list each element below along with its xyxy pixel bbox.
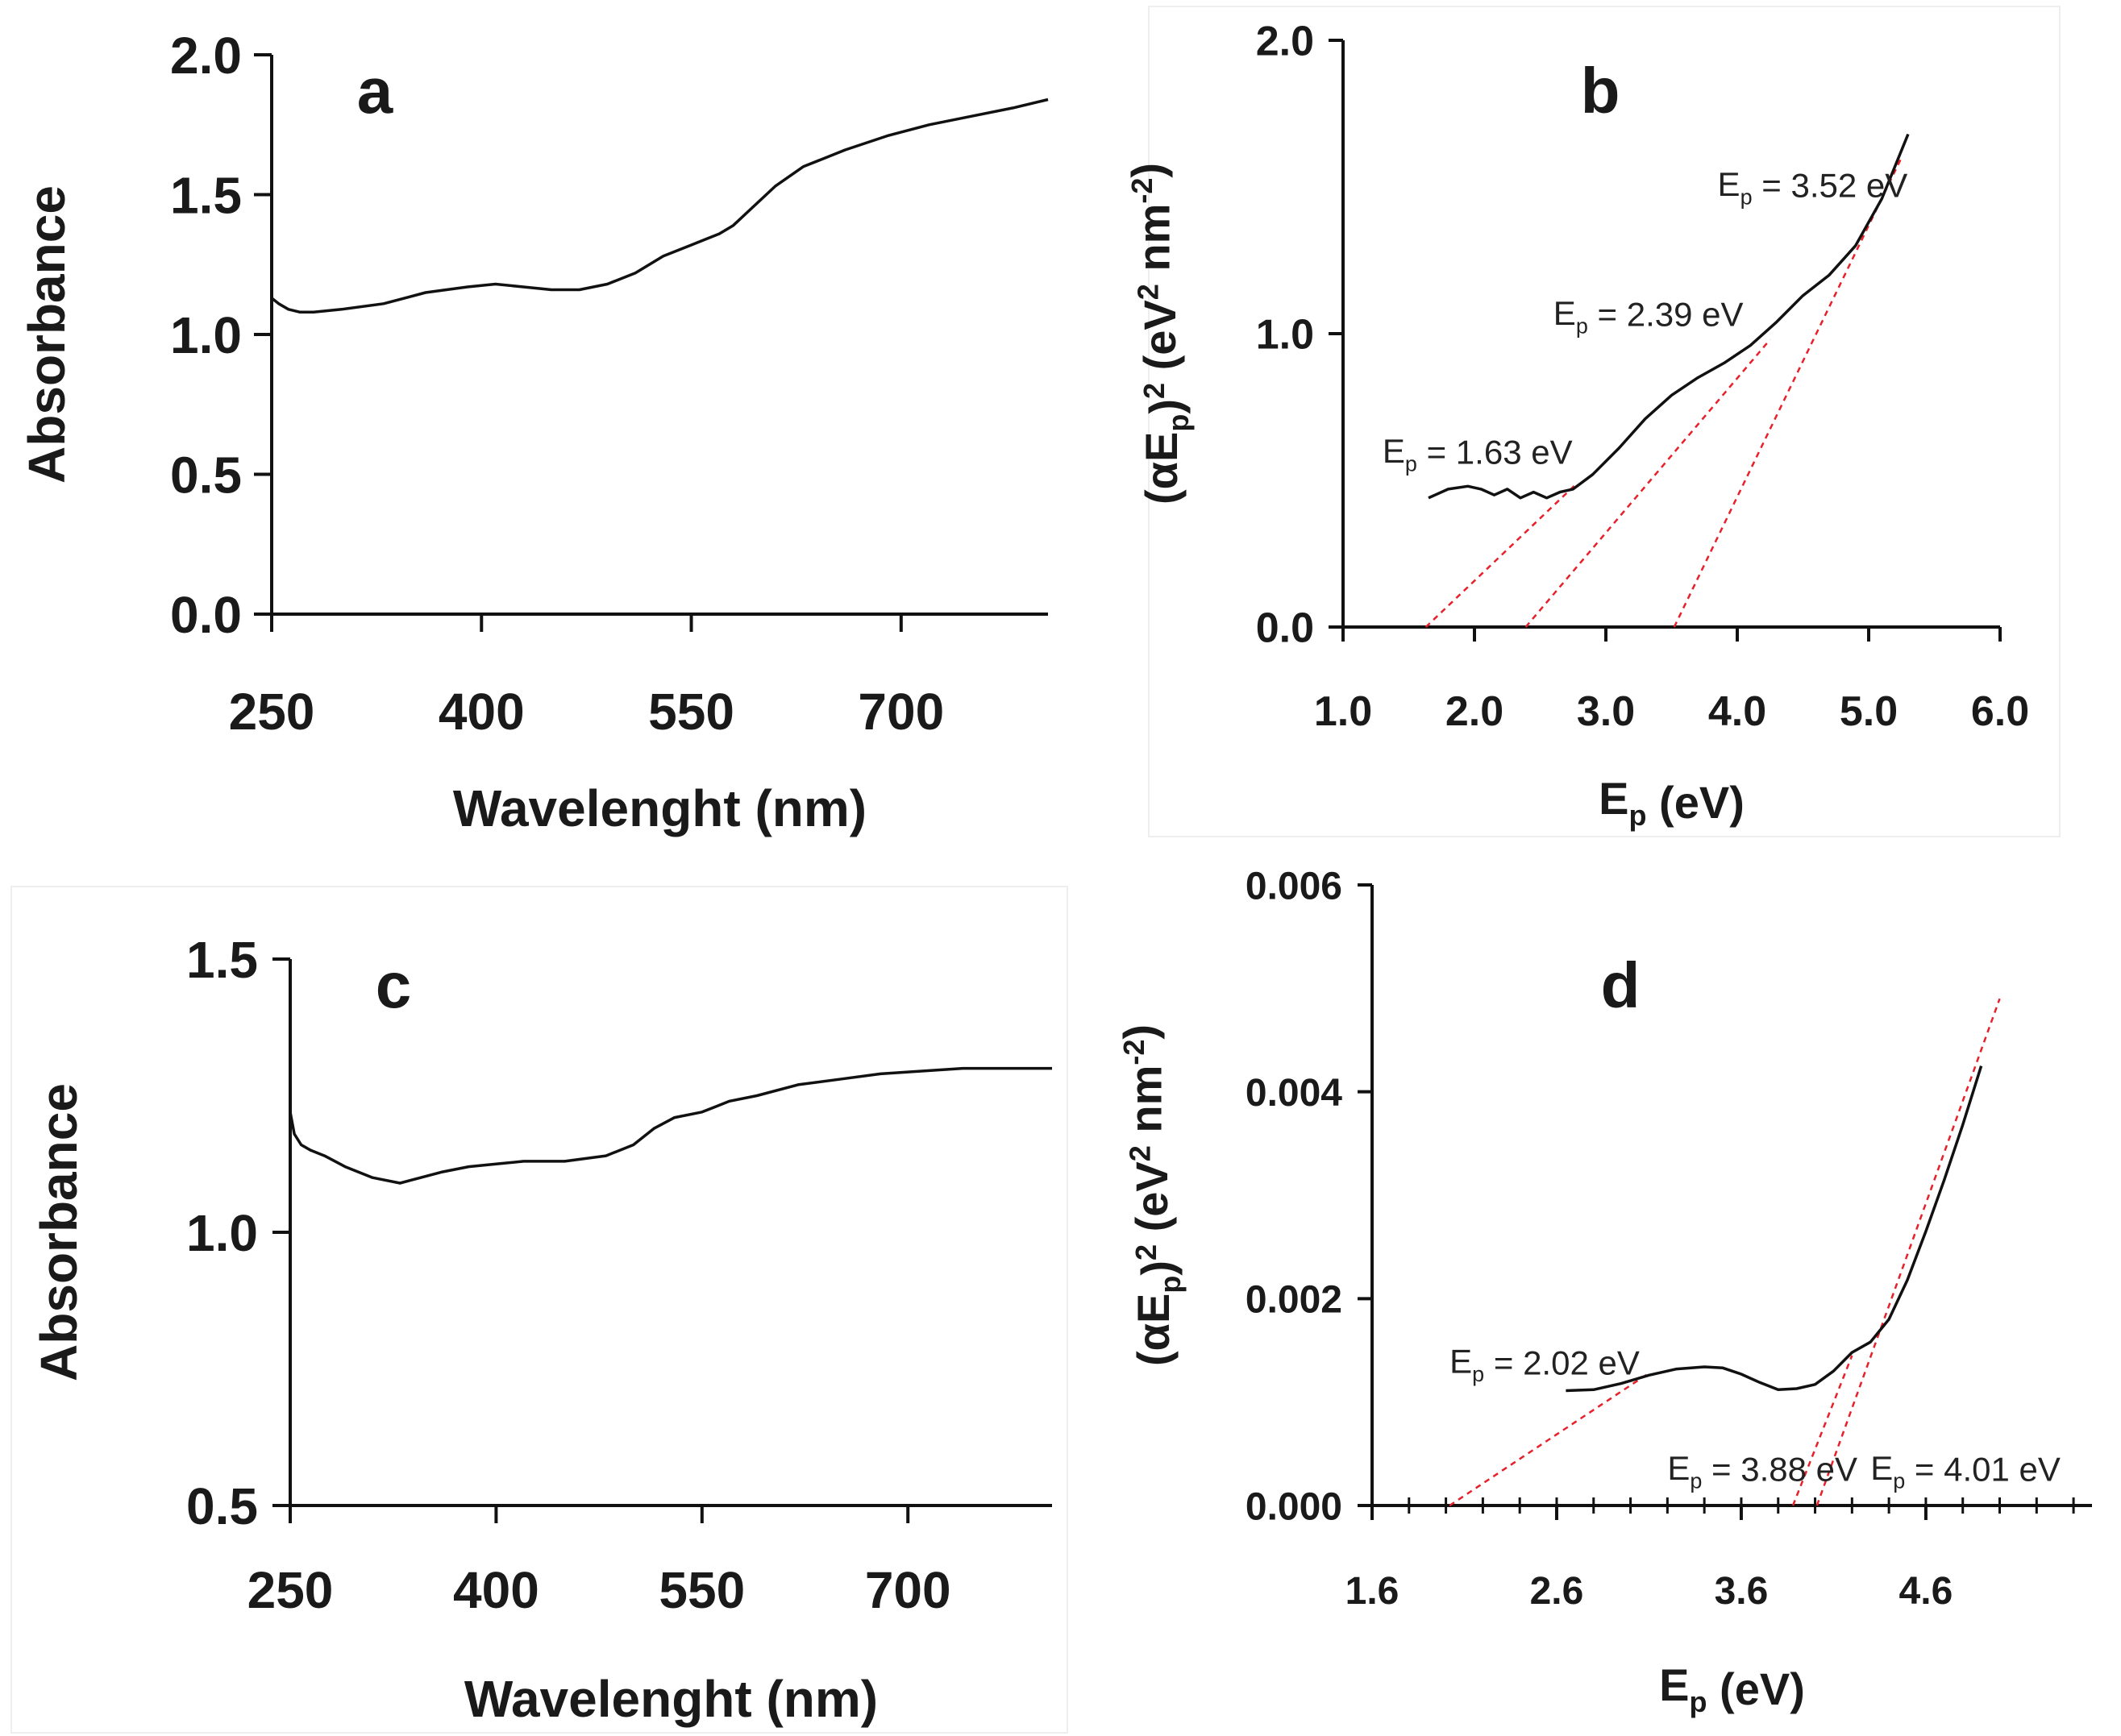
fit-line xyxy=(1424,482,1578,628)
y-axis-label: Absorbance xyxy=(18,185,76,484)
x-axis-label: Ep (eV) xyxy=(1659,1659,1805,1718)
series-line xyxy=(289,1066,1052,1185)
panel-c-frame xyxy=(10,886,1068,1734)
y-tick-label: 0.002 xyxy=(1246,1279,1342,1322)
y-tick-label: 2.0 xyxy=(170,27,242,85)
chart-d: 1.6 2.6 3.6 4.6 0.000 0.002 0.004 0.006 Ep = 2.0… xyxy=(1114,865,2092,1718)
x-tick-label: 400 xyxy=(453,1561,539,1619)
x-tick-label: 5.0 xyxy=(1840,688,1898,735)
panel-label: b xyxy=(1581,55,1620,127)
y-tick-label: 1.0 xyxy=(1256,312,1314,359)
y-tick-label: 0.0 xyxy=(1256,605,1314,652)
y-axis-label: (αEp)2 (eV2 nm-2) xyxy=(1114,1024,1187,1366)
panel-label: d xyxy=(1601,949,1641,1021)
x-tick-label: 700 xyxy=(865,1561,951,1619)
chart-a: 250 400 550 700 0.0 0.5 1.0 1.5 2.0 a Wavelenght (… xyxy=(18,27,1049,837)
x-tick-label: 2.6 xyxy=(1530,1570,1584,1613)
fit-line xyxy=(1449,1372,1650,1507)
y-tick-label: 1.0 xyxy=(186,1204,258,1262)
x-tick-label: 1.6 xyxy=(1345,1570,1399,1613)
y-axis-label: Absorbance xyxy=(30,1083,88,1381)
chart-b: 1.0 2.0 3.0 4.0 5.0 6.00.01.02.0Ep = 1.63 eVE… xyxy=(1122,19,2029,832)
y-tick-label: 0.5 xyxy=(170,446,242,505)
x-tick-label: 6.0 xyxy=(1971,688,2029,735)
series-line xyxy=(1566,1065,1983,1393)
y-tick-label: 1.5 xyxy=(170,167,242,225)
y-axis-label: (αEp)2 (eV2 nm-2) xyxy=(1122,163,1195,505)
x-tick-label: 550 xyxy=(659,1561,745,1619)
fit-line xyxy=(1524,338,1771,628)
x-tick-label: 1.0 xyxy=(1314,688,1372,735)
y-tick-label: 2.0 xyxy=(1256,19,1314,65)
x-tick-label: 4.0 xyxy=(1708,688,1766,735)
fit-line xyxy=(1673,157,1903,628)
panel-label: c xyxy=(376,949,412,1021)
x-tick-label: 3.0 xyxy=(1577,688,1635,735)
panel-label: a xyxy=(357,55,393,127)
y-tick-label: 0.000 xyxy=(1246,1485,1342,1528)
y-tick-label: 0.5 xyxy=(186,1477,258,1535)
y-tick-label: 0.004 xyxy=(1246,1072,1342,1115)
annotation-ep: Ep = 1.63 eV xyxy=(1383,432,1573,476)
x-tick-label: 700 xyxy=(858,683,944,741)
series-line xyxy=(270,98,1049,314)
x-tick-label: 250 xyxy=(247,1561,334,1619)
x-tick-label: 550 xyxy=(648,683,734,741)
annotation-ep: Ep = 3.52 eV xyxy=(1718,165,1908,209)
x-tick-label: 3.6 xyxy=(1715,1570,1769,1613)
x-tick-label: 2.0 xyxy=(1445,688,1503,735)
x-axis-label: Wavelenght (nm) xyxy=(453,779,867,837)
series-line xyxy=(1428,133,1910,500)
y-tick-label: 1.0 xyxy=(170,306,242,364)
y-tick-label: 1.5 xyxy=(186,931,258,989)
annotation-ep: Ep = 4.01 eV xyxy=(1870,1449,2061,1493)
annotation-ep: Ep = 2.39 eV xyxy=(1553,294,1744,338)
annotation-ep: Ep = 2.02 eV xyxy=(1449,1343,1640,1387)
annotation-ep: Ep = 3.88 eV xyxy=(1667,1449,1857,1493)
x-tick-label: 250 xyxy=(229,683,315,741)
y-tick-label: 0.006 xyxy=(1246,865,1342,907)
panel-b-frame xyxy=(1148,6,2061,837)
x-axis-label: Wavelenght (nm) xyxy=(464,1670,878,1728)
x-tick-label: 4.6 xyxy=(1899,1570,1953,1613)
x-tick-label: 400 xyxy=(439,683,525,741)
chart-c: 250 400 550 700 0.5 1.0 1.5 c Wavelenght (nm) Abs… xyxy=(30,931,1052,1728)
fit-line xyxy=(1815,998,2001,1506)
y-tick-label: 0.0 xyxy=(170,586,242,644)
x-axis-label: Ep (eV) xyxy=(1599,773,1745,832)
